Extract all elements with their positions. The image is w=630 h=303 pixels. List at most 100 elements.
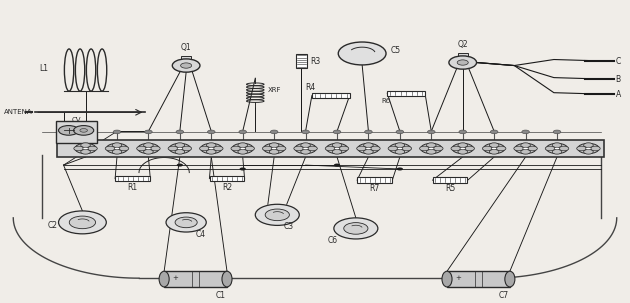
Circle shape: [553, 143, 562, 148]
Circle shape: [181, 63, 192, 68]
Circle shape: [465, 146, 474, 151]
Circle shape: [200, 146, 209, 151]
Circle shape: [81, 143, 90, 148]
Circle shape: [245, 146, 255, 151]
Bar: [210, 176, 244, 181]
Circle shape: [214, 146, 223, 151]
Circle shape: [83, 147, 88, 150]
Circle shape: [433, 146, 443, 151]
Circle shape: [334, 164, 340, 167]
Bar: [447, 271, 510, 287]
Circle shape: [177, 147, 183, 150]
Bar: [181, 56, 191, 59]
Circle shape: [496, 146, 506, 151]
Circle shape: [144, 143, 153, 148]
Circle shape: [270, 143, 279, 148]
Circle shape: [451, 146, 461, 151]
Circle shape: [515, 143, 536, 154]
Circle shape: [106, 143, 128, 154]
Text: B: B: [616, 75, 621, 84]
Circle shape: [255, 204, 299, 225]
Circle shape: [294, 146, 304, 151]
Circle shape: [59, 125, 79, 135]
Circle shape: [119, 146, 129, 151]
Circle shape: [576, 146, 587, 151]
Circle shape: [452, 143, 473, 154]
Circle shape: [335, 147, 340, 150]
Circle shape: [151, 146, 160, 151]
Circle shape: [554, 147, 559, 150]
Bar: [115, 176, 150, 181]
Circle shape: [238, 149, 248, 154]
Circle shape: [240, 147, 245, 150]
Text: C1: C1: [215, 291, 226, 300]
Circle shape: [169, 143, 190, 154]
Circle shape: [553, 130, 561, 134]
Circle shape: [137, 146, 146, 151]
Bar: [164, 271, 227, 287]
Circle shape: [389, 143, 411, 154]
Circle shape: [521, 143, 530, 148]
Circle shape: [545, 146, 555, 151]
Circle shape: [459, 130, 466, 134]
Circle shape: [449, 56, 476, 69]
Circle shape: [166, 213, 206, 232]
Circle shape: [145, 130, 152, 134]
Circle shape: [239, 130, 246, 134]
Circle shape: [334, 218, 378, 239]
Text: ANTENA: ANTENA: [4, 109, 33, 115]
Circle shape: [69, 216, 96, 229]
Circle shape: [528, 146, 537, 151]
Circle shape: [302, 130, 309, 134]
Circle shape: [428, 147, 434, 150]
Circle shape: [364, 149, 373, 154]
Circle shape: [207, 130, 215, 134]
Circle shape: [338, 42, 386, 65]
Circle shape: [332, 149, 342, 154]
Circle shape: [586, 147, 591, 150]
Circle shape: [173, 59, 200, 72]
Bar: [457, 53, 467, 56]
Circle shape: [303, 147, 308, 150]
Circle shape: [490, 149, 499, 154]
Circle shape: [113, 130, 121, 134]
Bar: [295, 54, 307, 68]
Bar: [312, 93, 350, 98]
Text: R4: R4: [306, 83, 316, 92]
Circle shape: [59, 211, 106, 234]
Circle shape: [175, 149, 185, 154]
Circle shape: [483, 146, 492, 151]
Circle shape: [105, 146, 115, 151]
Circle shape: [270, 149, 279, 154]
Circle shape: [182, 146, 192, 151]
Text: R3: R3: [311, 57, 321, 65]
Text: CV: CV: [71, 117, 81, 123]
Circle shape: [146, 147, 151, 150]
Circle shape: [80, 128, 88, 132]
Circle shape: [301, 149, 311, 154]
Circle shape: [559, 146, 569, 151]
Circle shape: [388, 146, 398, 151]
Text: C7: C7: [498, 291, 508, 300]
Circle shape: [490, 130, 498, 134]
Circle shape: [397, 147, 403, 150]
Text: R7: R7: [370, 184, 380, 193]
Circle shape: [583, 143, 593, 148]
Circle shape: [420, 146, 429, 151]
Circle shape: [546, 143, 568, 154]
Circle shape: [364, 143, 373, 148]
Circle shape: [301, 143, 311, 148]
Circle shape: [395, 143, 404, 148]
Circle shape: [295, 143, 316, 154]
Circle shape: [138, 143, 159, 154]
Circle shape: [457, 60, 468, 65]
Circle shape: [402, 146, 411, 151]
Text: R2: R2: [222, 183, 232, 191]
Circle shape: [427, 149, 436, 154]
Ellipse shape: [222, 271, 232, 287]
Circle shape: [333, 130, 341, 134]
Circle shape: [358, 143, 379, 154]
Circle shape: [344, 223, 368, 234]
Circle shape: [265, 209, 289, 221]
Circle shape: [332, 143, 342, 148]
